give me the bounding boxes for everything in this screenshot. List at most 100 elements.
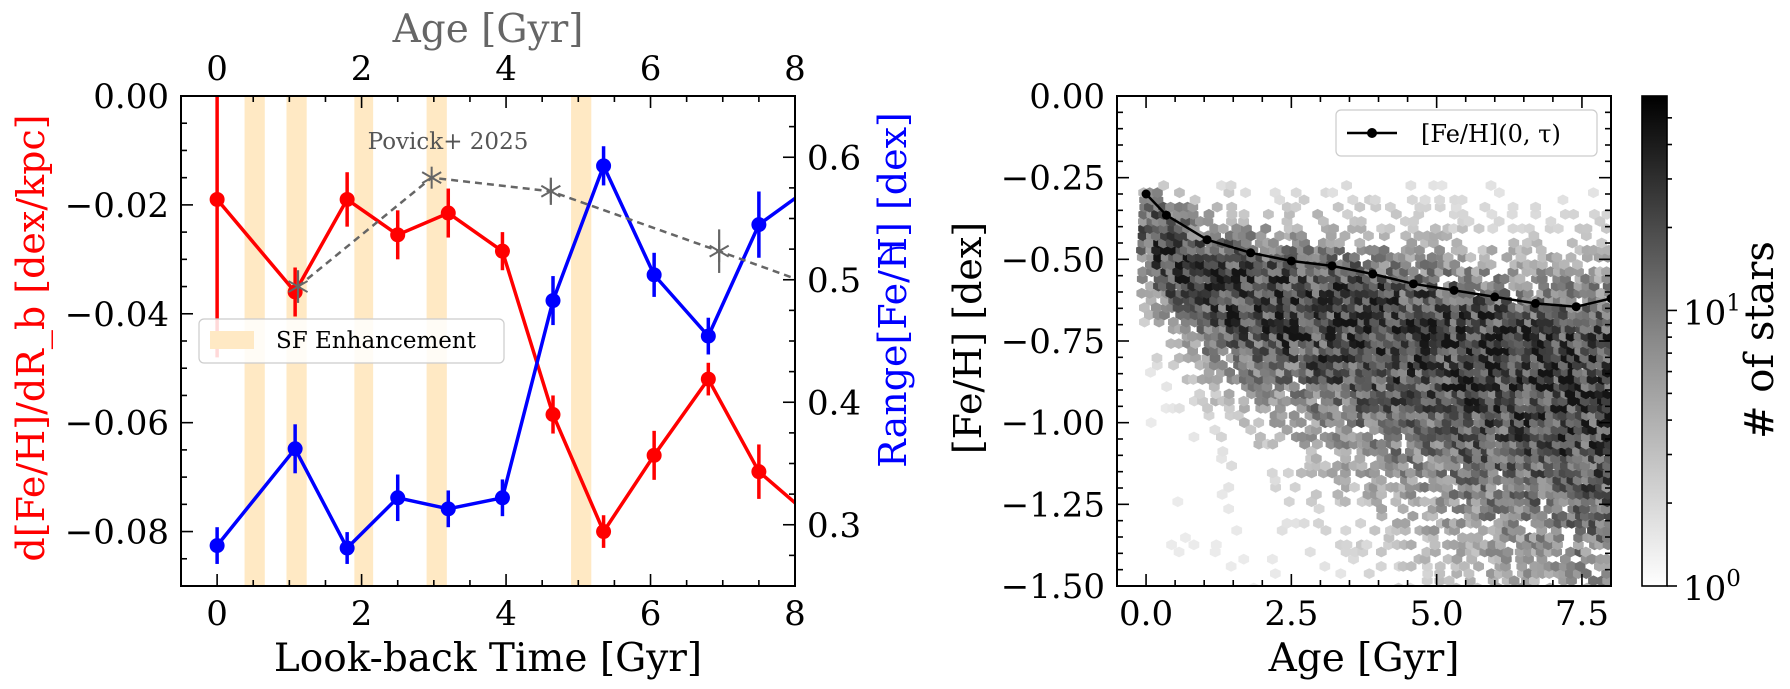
hexbin-cell (1514, 410, 1525, 421)
hexbin-cell (1209, 352, 1221, 364)
hexbin-cell (1238, 553, 1250, 565)
hexbin-cell (1580, 273, 1592, 285)
hexbin-cell (1434, 460, 1446, 472)
hexbin-cell (1238, 395, 1250, 407)
hexbin-cell (1516, 446, 1527, 457)
hexbin-cell (1494, 597, 1505, 608)
colorbar-ticks: 100 101 (1667, 117, 1741, 609)
colorbar-tick-label-1: 101 (1683, 290, 1741, 333)
hexbin-cell (1596, 237, 1608, 249)
hexbin-cell (1136, 273, 1148, 285)
hexbin-cell (1441, 424, 1453, 436)
hexbin-cell (1296, 230, 1307, 242)
hexbin-cell (1405, 180, 1417, 191)
left-ticks: 0 2 4 6 8 0 2 4 6 8 0.00 −0.02 −0.04 −0.06 −0.08 0.6 0.5… (65, 49, 861, 634)
hexbin-cell (1435, 410, 1446, 421)
y-tick-label-right-0: 0.6 (807, 138, 861, 178)
hexbin-cell (1288, 273, 1300, 285)
hexbin-cell (1595, 287, 1607, 299)
ry-tick-label-6: −1.50 (1001, 567, 1105, 607)
hexbin-cell (1266, 467, 1278, 479)
hexbin-cell (1226, 216, 1237, 227)
hexbin-cell (1470, 474, 1482, 486)
hexbin-cell (1187, 374, 1199, 385)
hexbin-cell (1457, 532, 1468, 544)
hexbin-cell (1348, 345, 1360, 357)
hexbin-cell (1223, 402, 1235, 414)
hexbin-cell (1427, 467, 1439, 479)
hexbin-cell (1428, 180, 1440, 191)
hexbin-cell (1514, 496, 1525, 508)
hexbin-cell (1464, 367, 1475, 378)
hexbin-cell (1422, 568, 1434, 579)
hexbin-cell (1274, 316, 1285, 328)
hexbin-cell (1216, 367, 1227, 378)
hexbin-cell (1203, 367, 1215, 378)
hexbin-cell (1572, 259, 1583, 270)
hexbin-cell (1472, 532, 1483, 544)
hexbin-cell (1550, 561, 1562, 572)
gradient-point (494, 243, 510, 259)
range-point (287, 441, 303, 457)
hexbin-cell (1216, 180, 1227, 191)
hexbin-cell (1340, 446, 1352, 457)
hexbin-cell (1174, 352, 1185, 364)
hexbin-cell (1239, 417, 1250, 429)
hexbin-cell (1145, 417, 1157, 429)
hexbin-cell (1543, 323, 1555, 335)
hexbin-cell (1407, 223, 1419, 234)
hexbin-cell (1574, 561, 1586, 572)
hexbin-cell (1334, 237, 1345, 249)
hexbin-cell (1448, 539, 1460, 551)
hexbin-cell (1223, 388, 1235, 400)
hexbin-cell (1400, 525, 1411, 536)
hexbin-cell (1317, 302, 1329, 314)
hexbin-cell (1194, 359, 1206, 371)
hexbin-cell (1276, 525, 1288, 536)
hexbin-cell (1500, 561, 1511, 572)
hexbin-cell (1226, 208, 1238, 220)
hexbin-cell (1471, 316, 1482, 328)
hexbin-cell (1137, 266, 1149, 278)
hexbin-cell (1449, 489, 1460, 500)
hexbin-cell (1248, 582, 1260, 586)
hexbin-cell (1223, 503, 1234, 515)
left-legend-box (198, 318, 505, 364)
gradient-point (646, 447, 662, 463)
hexbin-cell (1270, 481, 1281, 493)
hexbin-cell (1318, 352, 1329, 364)
hexbin-cell (1368, 287, 1380, 299)
hexbin-cell (1297, 273, 1309, 285)
hexbin-cell (1456, 244, 1468, 256)
hexbin-cell (1465, 252, 1477, 263)
hexbin-cell (1485, 180, 1497, 191)
hexbin-cell (1355, 216, 1367, 227)
hexbin-cell (1370, 259, 1382, 270)
hexbin-cell (1187, 208, 1199, 220)
hexbin-cell (1400, 216, 1411, 227)
hexbin-cell (1369, 446, 1380, 457)
hexbin-cell (1419, 259, 1431, 270)
hexbin-cell (1442, 553, 1454, 565)
povick-star-stroke (287, 280, 309, 293)
right-axes-frame (1116, 95, 1612, 587)
mean-feh-point (1161, 210, 1171, 220)
hexbin-cell (1537, 474, 1548, 486)
hexbin-cell (1566, 561, 1578, 572)
hexbin-cell (1499, 273, 1511, 285)
hexbin-cell (1186, 244, 1198, 256)
hexbin-cell (1464, 280, 1476, 292)
hexbin-cell (1463, 460, 1474, 472)
hexbin-cell (1201, 352, 1213, 364)
hexbin-cell (1347, 273, 1359, 285)
hexbin-cell (1174, 187, 1185, 199)
hexbin-cell (1274, 381, 1286, 393)
hexbin-cell (1566, 402, 1578, 414)
hexbin-cell (1239, 352, 1250, 364)
hexbin-cell (1451, 237, 1463, 249)
hexbin-cells (1136, 180, 1611, 608)
hexbin-cell (1521, 359, 1533, 371)
hexbin-cell (1304, 309, 1315, 321)
hexbin-cell (1296, 431, 1308, 443)
hexbin-cell (1320, 525, 1332, 536)
